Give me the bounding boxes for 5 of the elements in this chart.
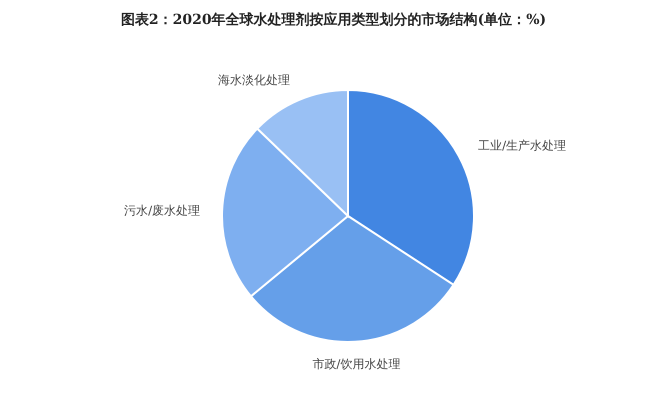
slice-label: 海水淡化处理: [218, 72, 290, 87]
slice-label: 市政/饮用水处理: [312, 356, 400, 371]
chart-title: 图表2：2020年全球水处理剂按应用类型划分的市场结构(单位：%): [120, 11, 546, 28]
slice-label: 工业/生产水处理: [478, 138, 566, 153]
slice-label: 污水/废水处理: [124, 203, 200, 218]
